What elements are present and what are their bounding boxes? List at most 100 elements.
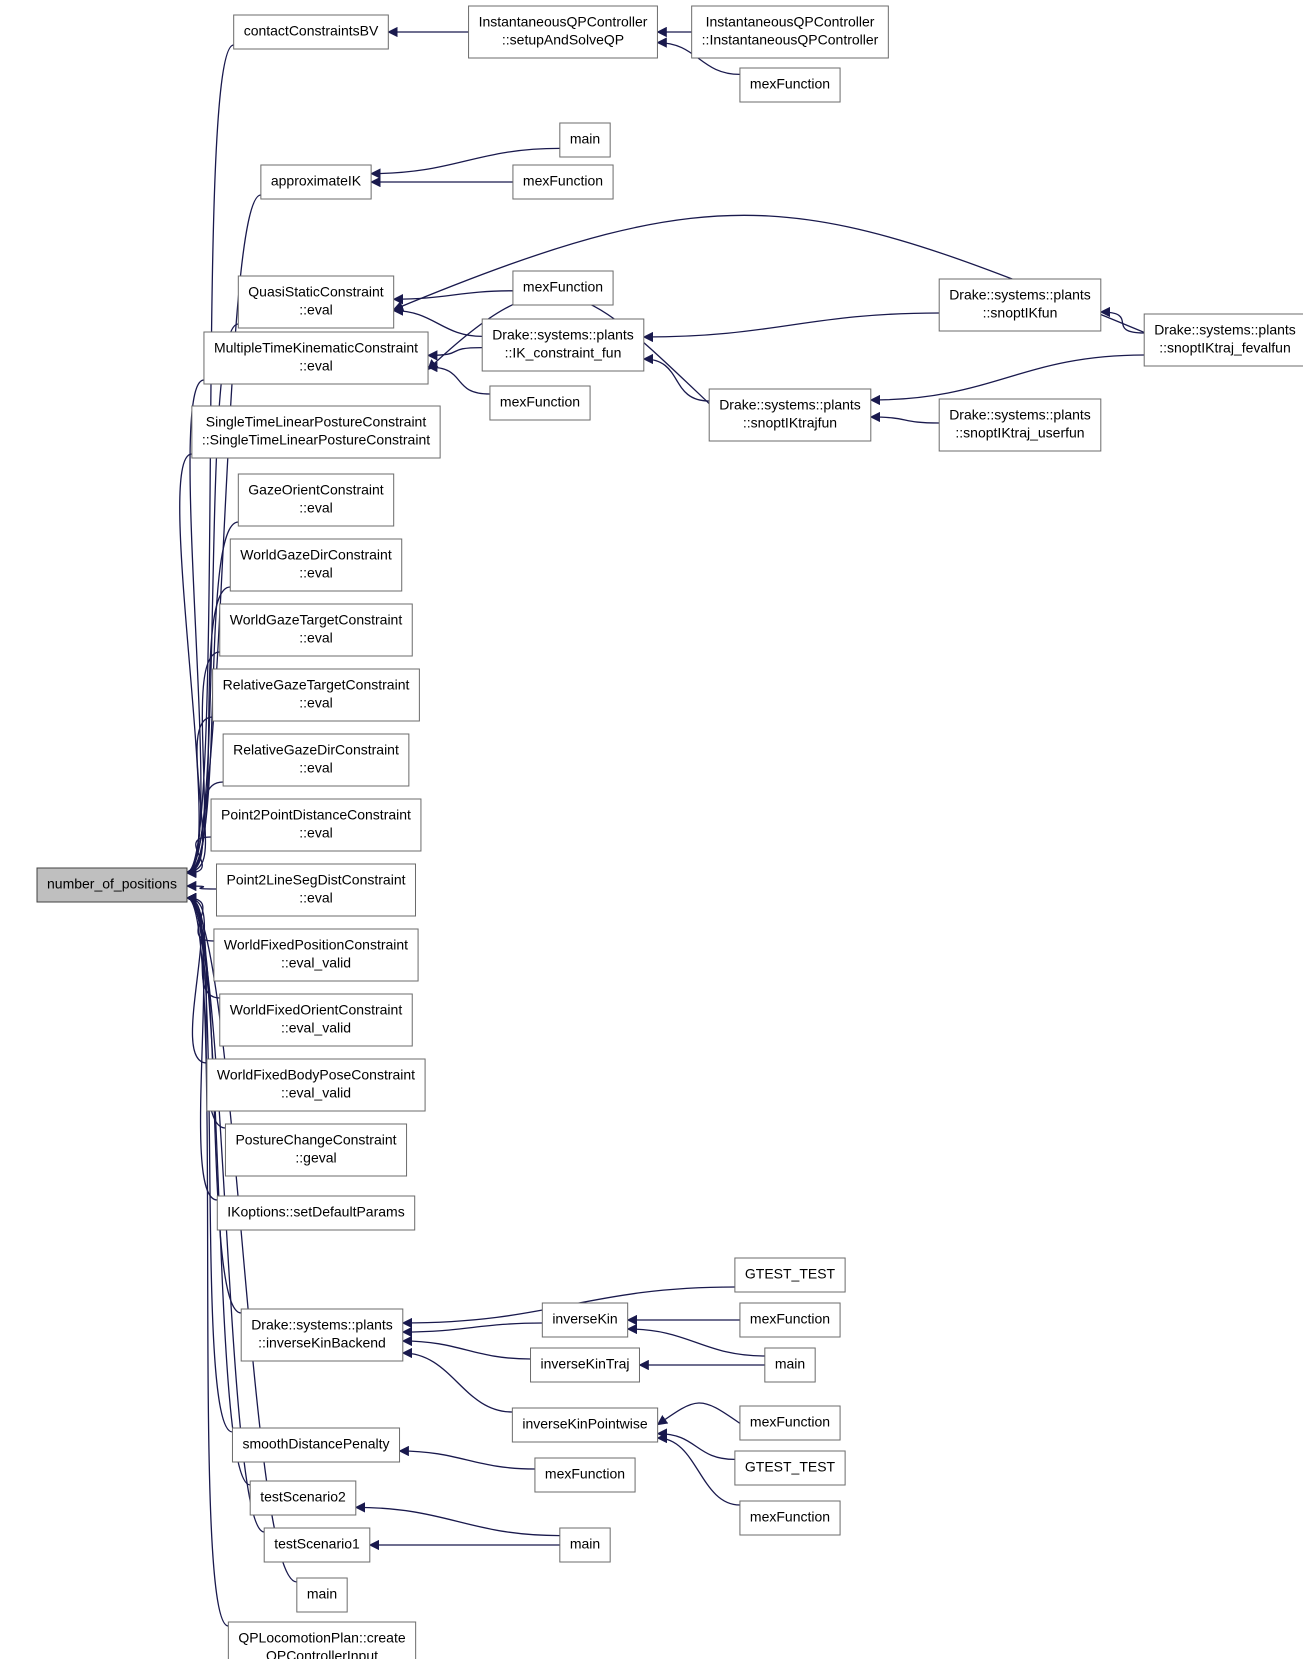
- node-label: main: [570, 1536, 600, 1552]
- node-label: testScenario2: [260, 1489, 346, 1505]
- node-PostureChange[interactable]: PostureChangeConstraint::geval: [225, 1124, 406, 1176]
- call-edge: [403, 1323, 543, 1332]
- node-label: ::eval: [299, 695, 332, 711]
- node-label: main: [775, 1356, 805, 1372]
- node-label: mexFunction: [750, 1311, 830, 1327]
- call-edge: [356, 1507, 560, 1535]
- call-edge: [658, 1434, 735, 1460]
- node-label: mexFunction: [750, 76, 830, 92]
- node-snoptIKtraj_userfun[interactable]: Drake::systems::plants::snoptIKtraj_user…: [939, 399, 1101, 451]
- node-WorldGazeTarget[interactable]: WorldGazeTargetConstraint::eval: [220, 604, 412, 656]
- node-inverseKinBackend[interactable]: Drake::systems::plants::inverseKinBacken…: [241, 1309, 403, 1361]
- call-edge: [187, 886, 217, 889]
- node-label: inverseKin: [552, 1311, 617, 1327]
- nodes-layer: number_of_positionscontactConstraintsBVI…: [37, 6, 1303, 1659]
- call-edge: [394, 291, 513, 299]
- node-label: Drake::systems::plants: [1154, 322, 1296, 338]
- node-label: RelativeGazeTargetConstraint: [223, 677, 410, 693]
- node-WorldFixedPos[interactable]: WorldFixedPositionConstraint::eval_valid: [214, 929, 418, 981]
- node-label: Point2LineSegDistConstraint: [227, 872, 406, 888]
- node-WorldFixedOrient[interactable]: WorldFixedOrientConstraint::eval_valid: [220, 994, 412, 1046]
- node-label: RelativeGazeDirConstraint: [233, 742, 399, 758]
- node-GazeOrient[interactable]: GazeOrientConstraint::eval: [238, 474, 393, 526]
- node-WorldGazeDir[interactable]: WorldGazeDirConstraint::eval: [230, 539, 401, 591]
- node-label: ::eval: [299, 890, 332, 906]
- node-testScenario1[interactable]: testScenario1: [264, 1528, 370, 1562]
- node-contactConstraintsBV[interactable]: contactConstraintsBV: [234, 15, 389, 49]
- node-label: ::eval: [299, 565, 332, 581]
- node-mex8[interactable]: mexFunction: [535, 1458, 635, 1492]
- node-mex5[interactable]: mexFunction: [740, 1303, 840, 1337]
- node-QuasiStatic[interactable]: QuasiStaticConstraint::eval: [238, 276, 393, 328]
- node-mex6[interactable]: mexFunction: [740, 1406, 840, 1440]
- node-QPLocomotion[interactable]: QPLocomotionPlan::createQPControllerInpu…: [228, 1622, 415, 1659]
- node-label: ::eval_valid: [281, 1085, 351, 1101]
- call-edge: [658, 1403, 740, 1425]
- node-mainBottom[interactable]: main: [297, 1578, 347, 1612]
- node-snoptIKfun[interactable]: Drake::systems::plants::snoptIKfun: [939, 279, 1101, 331]
- node-label: ::snoptIKtraj_userfun: [955, 425, 1084, 441]
- node-label: smoothDistancePenalty: [242, 1436, 389, 1452]
- node-label: InstantaneousQPController: [706, 14, 875, 30]
- node-label: QuasiStaticConstraint: [248, 284, 384, 300]
- node-label: ::eval: [299, 760, 332, 776]
- node-label: Drake::systems::plants: [251, 1317, 393, 1333]
- node-label: GTEST_TEST: [745, 1266, 836, 1282]
- node-snoptIKtraj_fevalfun[interactable]: Drake::systems::plants::snoptIKtraj_feva…: [1144, 314, 1303, 366]
- node-mex1[interactable]: mexFunction: [740, 68, 840, 102]
- node-Point2PointDist[interactable]: Point2PointDistanceConstraint::eval: [211, 799, 421, 851]
- call-edge: [871, 417, 939, 423]
- node-label: MultipleTimeKinematicConstraint: [214, 340, 418, 356]
- node-IKconstraint[interactable]: Drake::systems::plants::IK_constraint_fu…: [482, 319, 644, 371]
- call-edge: [644, 313, 939, 337]
- node-main1[interactable]: main: [560, 123, 610, 157]
- node-RelativeGazeTarget[interactable]: RelativeGazeTargetConstraint::eval: [213, 669, 420, 721]
- node-inverseKinTraj[interactable]: inverseKinTraj: [531, 1348, 640, 1382]
- node-main2[interactable]: main: [765, 1348, 815, 1382]
- node-label: ::snoptIKtrajfun: [743, 415, 837, 431]
- node-GTEST1[interactable]: GTEST_TEST: [735, 1258, 845, 1292]
- node-approximateIK[interactable]: approximateIK: [261, 165, 371, 199]
- node-label: WorldFixedBodyPoseConstraint: [217, 1067, 415, 1083]
- call-edge: [400, 1451, 535, 1469]
- node-snoptIKtrajfun[interactable]: Drake::systems::plants::snoptIKtrajfun: [709, 389, 871, 441]
- node-SingleTimeLinear[interactable]: SingleTimeLinearPostureConstraint::Singl…: [192, 406, 440, 458]
- node-label: InstantaneousQPController: [479, 14, 648, 30]
- node-label: GTEST_TEST: [745, 1459, 836, 1475]
- node-testScenario2[interactable]: testScenario2: [250, 1481, 356, 1515]
- node-mex4[interactable]: mexFunction: [490, 386, 590, 420]
- node-label: mexFunction: [750, 1414, 830, 1430]
- node-inverseKinPointwise[interactable]: inverseKinPointwise: [512, 1408, 657, 1442]
- node-RelativeGazeDir[interactable]: RelativeGazeDirConstraint::eval: [223, 734, 409, 786]
- node-label: main: [570, 131, 600, 147]
- node-label: PostureChangeConstraint: [235, 1132, 396, 1148]
- call-edge: [403, 1353, 513, 1412]
- node-setupAndSolveQP[interactable]: InstantaneousQPController::setupAndSolve…: [469, 6, 658, 58]
- call-edge: [180, 454, 199, 872]
- node-mex3[interactable]: mexFunction: [513, 271, 613, 305]
- node-label: ::eval: [299, 825, 332, 841]
- node-Point2LineSeg[interactable]: Point2LineSegDistConstraint::eval: [217, 864, 416, 916]
- node-label: mexFunction: [523, 173, 603, 189]
- node-WorldFixedBodyPose[interactable]: WorldFixedBodyPoseConstraint::eval_valid: [207, 1059, 425, 1111]
- node-label: ::SingleTimeLinearPostureConstraint: [202, 432, 430, 448]
- node-QPCtor[interactable]: InstantaneousQPController::Instantaneous…: [692, 6, 889, 58]
- node-inverseKin[interactable]: inverseKin: [542, 1303, 627, 1337]
- node-GTEST2[interactable]: GTEST_TEST: [735, 1451, 845, 1485]
- node-MultipleTK[interactable]: MultipleTimeKinematicConstraint::eval: [204, 332, 428, 384]
- node-mex2[interactable]: mexFunction: [513, 165, 613, 199]
- call-edge: [428, 367, 490, 394]
- node-main3[interactable]: main: [560, 1528, 610, 1562]
- node-label: inverseKinPointwise: [522, 1416, 647, 1432]
- node-label: approximateIK: [271, 173, 362, 189]
- node-label: ::inverseKinBackend: [258, 1335, 386, 1351]
- node-IKoptions[interactable]: IKoptions::setDefaultParams: [217, 1196, 414, 1230]
- node-mex7[interactable]: mexFunction: [740, 1501, 840, 1535]
- node-label: Drake::systems::plants: [949, 407, 1091, 423]
- node-label: ::eval: [299, 630, 332, 646]
- node-label: ::IK_constraint_fun: [505, 345, 622, 361]
- node-smoothDistancePenalty[interactable]: smoothDistancePenalty: [232, 1428, 399, 1462]
- node-label: ::snoptIKfun: [983, 305, 1058, 321]
- node-label: SingleTimeLinearPostureConstraint: [206, 414, 427, 430]
- node-label: ::eval: [299, 358, 332, 374]
